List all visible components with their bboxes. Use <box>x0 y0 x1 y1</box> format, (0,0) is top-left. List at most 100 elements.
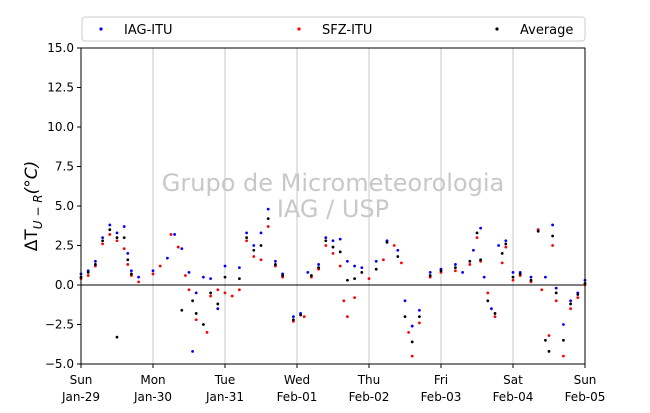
data-point <box>115 236 119 240</box>
data-point <box>554 299 558 303</box>
data-point <box>126 258 130 262</box>
x-tick-date: Jan-29 <box>61 390 100 404</box>
data-point <box>576 293 580 296</box>
y-tick-label: 10.0 <box>47 120 74 134</box>
data-point <box>230 294 234 298</box>
data-point <box>418 315 421 318</box>
data-point <box>126 252 130 255</box>
data-point <box>504 242 508 246</box>
data-point <box>374 267 378 271</box>
x-tick-date: Feb-05 <box>565 390 606 404</box>
data-point <box>137 275 141 279</box>
x-tick-date: Feb-02 <box>349 390 390 404</box>
data-point <box>396 255 400 258</box>
data-point <box>400 261 403 265</box>
data-point <box>461 270 464 274</box>
data-point <box>266 207 270 211</box>
legend: IAG-ITU SFZ-ITU Average <box>81 16 586 42</box>
x-tick-day: Fri <box>434 373 448 387</box>
data-point <box>454 263 457 266</box>
data-point <box>176 245 180 249</box>
data-point <box>101 236 104 240</box>
y-tick-label: 15.0 <box>47 41 74 55</box>
x-tick-day: Thu <box>357 373 381 387</box>
watermark-line-1: Grupo de Micrometeorologia <box>162 169 504 197</box>
data-point <box>191 349 195 353</box>
data-point <box>259 244 263 247</box>
data-point <box>101 239 104 243</box>
data-point <box>108 228 112 232</box>
data-point <box>324 236 328 240</box>
data-point <box>331 252 335 255</box>
data-point <box>529 278 533 282</box>
data-point <box>367 277 371 281</box>
data-point <box>410 340 414 344</box>
data-point <box>130 269 133 273</box>
data-point <box>482 275 486 279</box>
legend-marker <box>99 27 103 31</box>
data-point <box>184 274 187 277</box>
data-point <box>396 248 400 252</box>
y-axis-label-unit: (°C) <box>22 161 42 195</box>
data-point <box>547 334 551 337</box>
data-point <box>86 274 90 277</box>
data-point <box>173 233 177 236</box>
data-point <box>385 240 389 244</box>
data-point <box>504 239 508 243</box>
x-tick-day: Tue <box>214 373 236 387</box>
y-tick-label: 7.5 <box>55 160 74 174</box>
data-point <box>194 318 198 322</box>
data-point <box>497 244 500 247</box>
legend-marker <box>495 27 499 31</box>
data-point <box>122 225 126 228</box>
data-point <box>245 231 249 235</box>
x-tick-day: Sat <box>503 373 523 387</box>
data-point <box>317 263 320 266</box>
x-tick-day: Sun <box>574 373 597 387</box>
data-point <box>238 288 241 292</box>
data-point <box>346 259 349 263</box>
data-point <box>346 278 349 282</box>
x-tick-date: Feb-01 <box>277 390 318 404</box>
data-point <box>281 274 284 277</box>
data-point <box>544 275 547 279</box>
data-point <box>94 263 97 266</box>
data-point <box>346 315 349 318</box>
data-point <box>223 264 227 268</box>
data-point <box>569 299 572 303</box>
x-tick-date: Jan-31 <box>205 390 244 404</box>
data-point <box>569 302 572 306</box>
data-point <box>562 323 565 326</box>
data-point <box>410 324 414 328</box>
data-point <box>428 270 432 274</box>
data-point <box>479 226 482 230</box>
data-point <box>317 266 320 270</box>
data-point <box>266 225 270 228</box>
data-point <box>194 291 198 295</box>
data-point <box>475 236 479 240</box>
data-point <box>511 270 515 274</box>
data-point <box>468 259 472 263</box>
data-point <box>238 277 241 281</box>
data-point <box>310 274 313 277</box>
data-point <box>407 331 410 334</box>
data-point <box>274 263 277 266</box>
data-point <box>180 308 184 312</box>
y-axis-label: ΔTU − R(°C) <box>22 161 45 251</box>
data-point <box>122 236 126 240</box>
data-point <box>101 242 104 246</box>
data-point <box>479 258 482 262</box>
legend-marker <box>297 27 301 31</box>
data-point <box>536 229 540 233</box>
data-point <box>238 266 241 270</box>
data-point <box>468 263 472 266</box>
data-point <box>169 233 173 236</box>
data-point <box>569 307 572 311</box>
data-point <box>292 318 295 322</box>
data-point <box>245 239 249 243</box>
data-point <box>360 266 364 270</box>
legend-label: IAG-ITU <box>124 23 173 38</box>
x-tick-date: Feb-04 <box>493 390 534 404</box>
data-point <box>86 270 90 274</box>
